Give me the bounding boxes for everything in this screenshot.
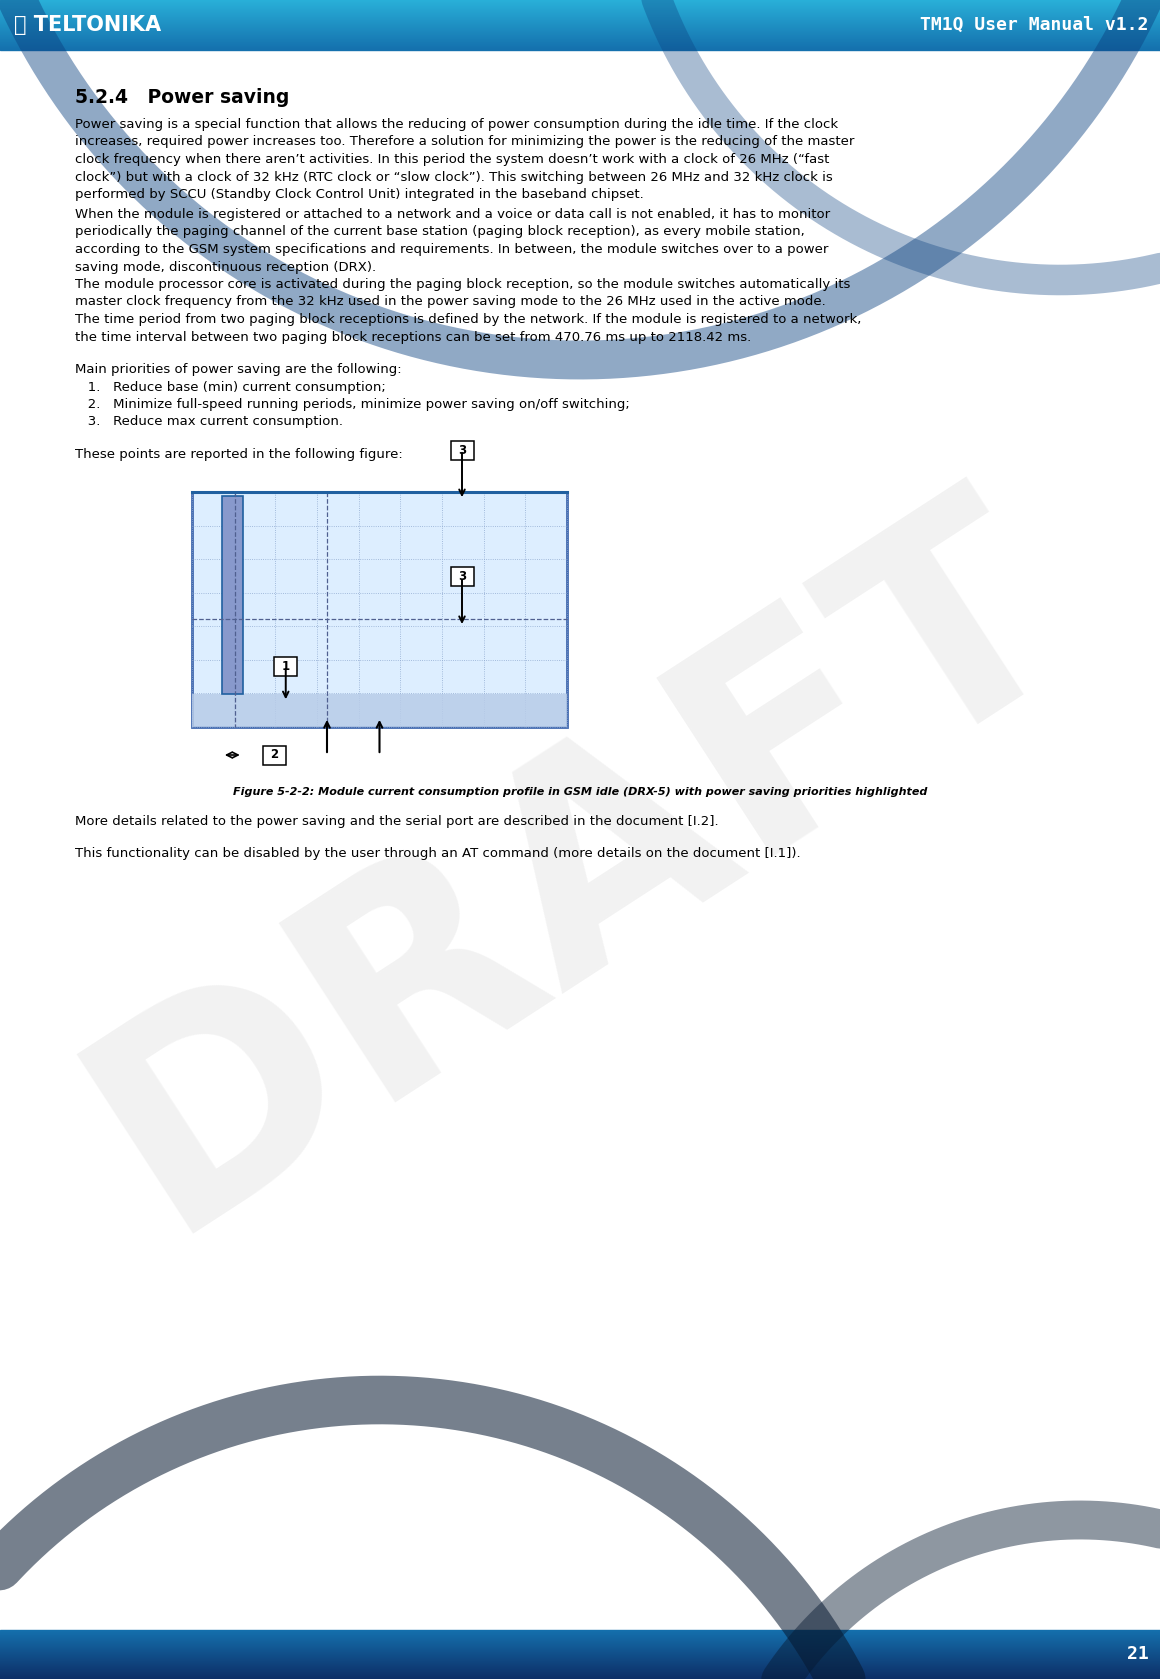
Text: Main priorities of power saving are the following:
   1.   Reduce base (min) cur: Main priorities of power saving are the … xyxy=(75,363,630,428)
Text: 5.2.4   Power saving: 5.2.4 Power saving xyxy=(75,87,289,107)
Text: 21: 21 xyxy=(1128,1645,1148,1662)
Text: More details related to the power saving and the serial port are described in th: More details related to the power saving… xyxy=(75,814,719,828)
Text: 1: 1 xyxy=(282,660,290,673)
Text: ⧈ TELTONIKA: ⧈ TELTONIKA xyxy=(14,15,161,35)
Text: When the module is registered or attached to a network and a voice or data call : When the module is registered or attache… xyxy=(75,208,862,344)
Bar xyxy=(193,492,567,727)
Text: 3: 3 xyxy=(458,571,466,583)
Text: DRAFT: DRAFT xyxy=(45,455,1115,1286)
Polygon shape xyxy=(193,693,567,727)
Text: 2: 2 xyxy=(270,749,278,762)
FancyBboxPatch shape xyxy=(274,656,297,675)
Text: Figure 5-2-2: Module current consumption profile in GSM idle (DRX-5) with power : Figure 5-2-2: Module current consumption… xyxy=(233,787,927,798)
Text: Power saving is a special function that allows the reducing of power consumption: Power saving is a special function that … xyxy=(75,118,855,201)
Text: This functionality can be disabled by the user through an AT command (more detai: This functionality can be disabled by th… xyxy=(75,846,800,860)
Text: These points are reported in the following figure:: These points are reported in the followi… xyxy=(75,448,403,462)
FancyBboxPatch shape xyxy=(450,440,473,460)
FancyBboxPatch shape xyxy=(263,745,287,764)
FancyBboxPatch shape xyxy=(450,568,473,586)
Text: 3: 3 xyxy=(458,443,466,457)
Text: TM1Q User Manual v1.2: TM1Q User Manual v1.2 xyxy=(920,17,1148,34)
Polygon shape xyxy=(222,495,242,693)
